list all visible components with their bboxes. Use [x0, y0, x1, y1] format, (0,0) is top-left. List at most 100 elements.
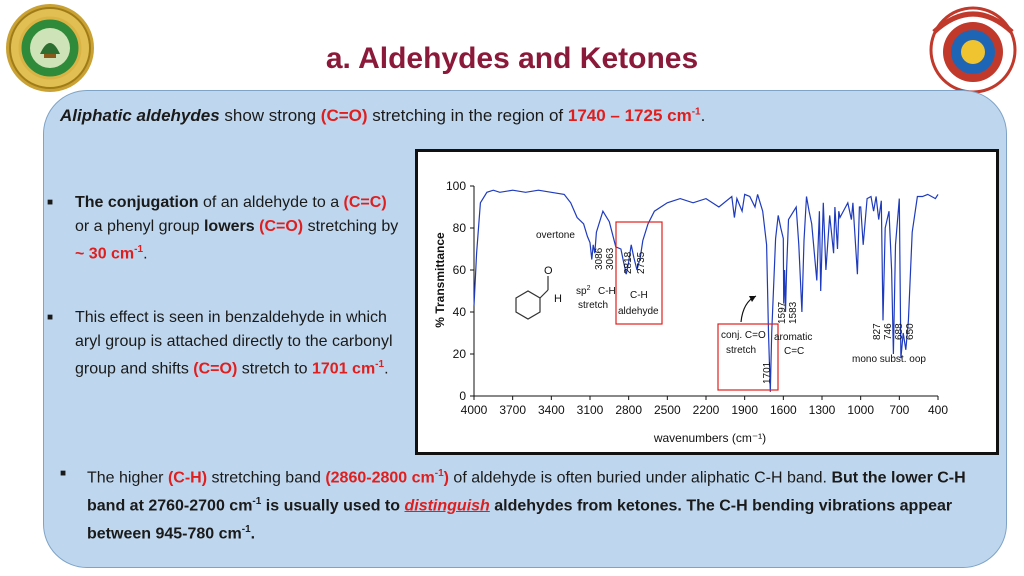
peak-label-1583: 1583 [788, 301, 799, 324]
b1-bold: The conjugation [75, 194, 199, 211]
sp2-ch-label: C-H [598, 286, 616, 297]
bullet-square-icon: ■ [47, 197, 54, 208]
aldehyde-label: aldehyde [618, 306, 659, 317]
benzaldehyde-structure: OH [515, 265, 562, 320]
x-tick-label: 4000 [461, 403, 488, 417]
peak-label-650: 650 [905, 323, 916, 340]
b3-b3-sup: -1 [241, 523, 251, 535]
intro-text-1: show strong [219, 106, 321, 125]
y-tick-label: 80 [453, 221, 467, 235]
b2-t1: This effect is seen in benzaldehyde in w… [75, 309, 393, 378]
distinguish-link[interactable]: distinguish [404, 497, 490, 515]
benzene-ring [515, 290, 541, 320]
x-tick-label: 400 [928, 403, 948, 417]
bullet-square-icon: ■ [60, 468, 67, 479]
b1-end: . [143, 245, 148, 263]
mono-subst-oop-label: mono subst. oop [852, 354, 926, 365]
bullet-benzaldehyde: ■ This effect is seen in benzaldehyde in… [47, 306, 395, 381]
page-title: a. Aldehydes and Ketones [325, 42, 699, 75]
b3-t2: stretching band [207, 469, 326, 487]
x-axis-label: wavenumbers (cm⁻¹) [653, 431, 766, 445]
y-tick-label: 20 [453, 347, 467, 361]
b3-ch: (C-H) [167, 469, 208, 487]
aldehyde-ch-label: C-H [630, 290, 648, 301]
carbonyl-bond [539, 289, 549, 299]
spectrum-line [473, 189, 939, 392]
aldehyde-ch-box [615, 221, 663, 325]
b2-end: . [384, 360, 389, 378]
x-tick-label: 700 [889, 403, 909, 417]
x-tick-label: 2200 [693, 403, 720, 417]
conj-co-box [717, 323, 779, 391]
y-tick-label: 60 [453, 263, 467, 277]
sp2-label: sp2 [576, 285, 591, 297]
b1-lowers: lowers [203, 217, 255, 235]
b2-co: (C=O) [193, 360, 238, 378]
ir-spectrum-svg: 0 20 40 60 80 100 4000 3700 3400 3100 2800 2500 2200… [433, 179, 948, 445]
b3-b4: . [250, 524, 256, 542]
b1-t1: of an aldehyde to a [198, 194, 344, 211]
college-emblem-logo [929, 6, 1017, 94]
intro-text-2: stretching in the region of [367, 106, 568, 125]
x-tick-label: 3700 [499, 403, 526, 417]
intro-range: 1740 – 1725 cm [567, 106, 692, 125]
x-tick-label: 1000 [847, 403, 874, 417]
overtone-label: overtone [536, 230, 575, 241]
aromatic-label: aromatic [774, 332, 812, 343]
b1-sup: -1 [134, 244, 144, 255]
y-tick-label: 40 [453, 305, 467, 319]
b3-t3: of aldehyde is often buried under alipha… [448, 469, 832, 487]
oxygen-atom: O [544, 265, 553, 277]
sp2-prefix: sp [576, 286, 587, 297]
peak-label-3086: 3086 [594, 247, 605, 270]
y-axis-label: % Transmittance [433, 232, 447, 328]
x-tick-label: 3100 [577, 403, 604, 417]
intro-co: (C=O) [320, 106, 368, 125]
bullet-conjugation: ■ The conjugation of an aldehyde to a (C… [47, 191, 405, 266]
b1-co: (C=O) [259, 217, 304, 235]
ir-spectrum-chart: 0 20 40 60 80 100 4000 3700 3400 3100 2800 2500 2200… [415, 149, 999, 455]
x-tick-label: 1600 [770, 403, 797, 417]
b3-t1: The higher [87, 469, 168, 487]
university-seal-logo [6, 4, 94, 92]
b1-approx: ~ 30 cm [75, 245, 135, 263]
peak-label-2735: 2735 [636, 251, 647, 274]
b3-b2: is usually used to [261, 497, 405, 515]
sp2-sup: 2 [587, 285, 591, 292]
x-tick-label: 2800 [615, 403, 642, 417]
chart-ticks: 0 20 40 60 80 100 4000 3700 3400 3100 2800 2500 2200… [446, 179, 948, 417]
x-tick-label: 1900 [731, 403, 758, 417]
intro-text: Aliphatic aldehydes show strong (C=O) st… [60, 106, 705, 126]
peak-label-3063: 3063 [605, 247, 616, 270]
b3-band-end: ) [443, 469, 449, 487]
conj-stretch-label: stretch [726, 345, 756, 356]
intro-sup: -1 [691, 106, 701, 118]
b1-t4: stretching by [303, 217, 399, 235]
peak-label-1701: 1701 [762, 361, 773, 384]
x-tick-label: 1300 [809, 403, 836, 417]
intro-lead: Aliphatic aldehydes [60, 106, 220, 125]
conj-co-label: conj. C=O [721, 330, 766, 341]
sp2-stretch-label: stretch [578, 300, 608, 311]
arrow-head-icon [749, 296, 756, 302]
x-tick-label: 2500 [654, 403, 681, 417]
b3-band: (2860-2800 cm [325, 469, 435, 487]
b2-val: 1701 cm [312, 360, 376, 378]
peak-label-746: 746 [883, 323, 894, 340]
b2-sup: -1 [375, 359, 385, 370]
hydrogen-atom: H [554, 293, 562, 305]
bullet-square-icon: ■ [47, 312, 54, 323]
b1-cc: (C=C) [343, 194, 387, 211]
aromatic-cc-label: C=C [784, 346, 804, 357]
peak-label-827: 827 [872, 323, 883, 340]
y-tick-label: 0 [459, 389, 466, 403]
intro-end: . [700, 106, 706, 125]
b3-b1-sup: -1 [252, 495, 262, 507]
peak-label-2818: 2818 [623, 251, 634, 274]
b3-b3: aldehydes from ketones. The C-H bending … [87, 497, 953, 542]
b1-t2: or a phenyl group [75, 217, 204, 235]
peak-label-688: 688 [894, 323, 905, 340]
conj-arrow [740, 295, 757, 323]
b2-t2: stretch to [237, 360, 312, 378]
